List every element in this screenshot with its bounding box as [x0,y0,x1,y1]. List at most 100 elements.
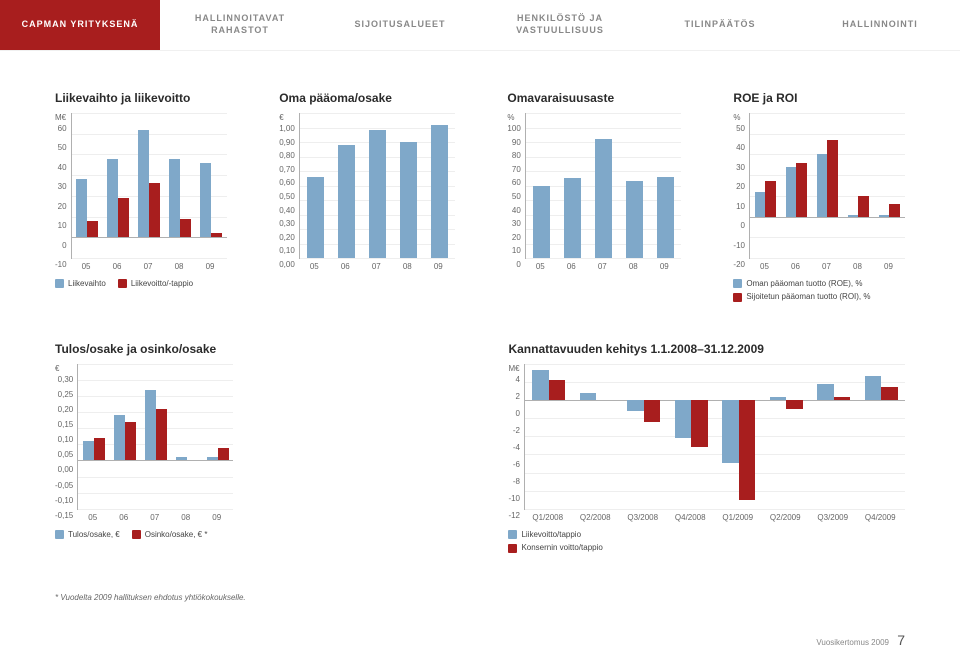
bar [87,221,98,238]
bar [94,438,105,461]
bar [834,397,851,400]
bar [76,179,87,237]
x-tick: 09 [195,262,226,271]
x-tick: 08 [618,262,649,271]
bar [169,159,180,238]
bar [755,192,766,217]
x-tick: Q1/2008 [524,513,572,522]
bar [765,181,776,216]
bar [338,145,355,258]
x-tick: 06 [780,262,811,271]
y-axis-unit: % [733,113,749,122]
bar [626,181,643,258]
bar [218,448,229,461]
chart-title: Omavaraisuusaste [507,91,680,105]
bar [796,163,807,217]
bar [307,177,324,258]
bar [889,204,900,216]
x-tick: 09 [649,262,680,271]
bar [770,397,787,400]
nav-item[interactable]: HALLINNOITAVATRAHASTOT [160,0,320,50]
nav-item[interactable]: CAPMAN YRITYKSENÄ [0,0,160,50]
y-axis-unit: % [507,113,524,122]
legend-item: Konsernin voitto/tappio [508,543,602,552]
x-tick: Q2/2008 [572,513,620,522]
nav-item[interactable]: HALLINNOINTI [800,0,960,50]
bar [865,376,882,400]
legend-item: Tulos/osake, € [55,530,120,539]
x-tick: 05 [525,262,556,271]
bar [675,400,692,438]
bar [431,125,448,258]
y-axis-unit: € [55,364,77,373]
bar [83,441,94,460]
bar [817,384,834,400]
x-tick: 09 [423,262,454,271]
bar [200,163,211,238]
x-tick: 07 [361,262,392,271]
x-tick: 05 [71,262,102,271]
x-tick: 05 [749,262,780,271]
y-axis-unit: M€ [508,364,524,373]
bar [786,400,803,409]
y-axis-unit: € [279,113,299,122]
bar [644,400,661,422]
nav-item[interactable]: SIJOITUSALUEET [320,0,480,50]
legend-item: Sijoitetun pääoman tuotto (ROI), % [733,292,870,301]
bar [156,409,167,461]
chart-title: Kannattavuuden kehitys 1.1.2008–31.12.20… [508,342,905,356]
legend-item: Liikevoitto/-tappio [118,279,193,288]
x-tick: 07 [587,262,618,271]
bar [564,178,581,258]
bar [848,215,859,217]
x-tick: 06 [556,262,587,271]
x-tick: Q1/2009 [714,513,762,522]
bar [827,140,838,217]
x-tick: Q3/2008 [619,513,667,522]
x-tick: 08 [392,262,423,271]
bar [858,196,869,217]
y-axis-unit: M€ [55,113,71,122]
legend-item: Osinko/osake, € * [132,530,208,539]
bar [145,390,156,461]
x-tick: 08 [164,262,195,271]
x-tick: 06 [102,262,133,271]
legend-item: Oman pääoman tuotto (ROE), % [733,279,870,288]
bar [879,215,890,217]
chart-title: Oma pääoma/osake [279,91,455,105]
bar [149,183,160,237]
footnote: * Vuodelta 2009 hallituksen ehdotus yhti… [55,593,905,602]
chart-title: Liikevaihto ja liikevoitto [55,91,227,105]
x-tick: 05 [299,262,330,271]
nav-item[interactable]: HENKILÖSTÖ JAVASTUULLISUUS [480,0,640,50]
x-tick: 08 [170,513,201,522]
bar [549,380,566,400]
chart-title: Tulos/osake ja osinko/osake [55,342,233,356]
bar [207,457,218,460]
nav-item[interactable]: TILINPÄÄTÖS [640,0,800,50]
top-nav: CAPMAN YRITYKSENÄHALLINNOITAVATRAHASTOTS… [0,0,960,51]
bar [881,387,898,400]
x-tick: 07 [811,262,842,271]
bar [369,130,386,258]
x-tick: 06 [108,513,139,522]
bar [176,457,187,460]
bar [595,139,612,258]
bar [532,370,549,400]
x-tick: 07 [133,262,164,271]
x-tick: 06 [330,262,361,271]
legend-item: Liikevoitto/tappio [508,530,602,539]
x-tick: 08 [842,262,873,271]
bar [114,415,125,460]
bar [817,154,828,216]
bar [400,142,417,258]
legend-item: Liikevaihto [55,279,106,288]
bar [211,233,222,237]
bar [657,177,674,258]
x-tick: 09 [873,262,904,271]
bar [691,400,708,447]
bar [580,393,597,400]
bar [739,400,756,500]
x-tick: 07 [139,513,170,522]
x-tick: Q2/2009 [762,513,810,522]
